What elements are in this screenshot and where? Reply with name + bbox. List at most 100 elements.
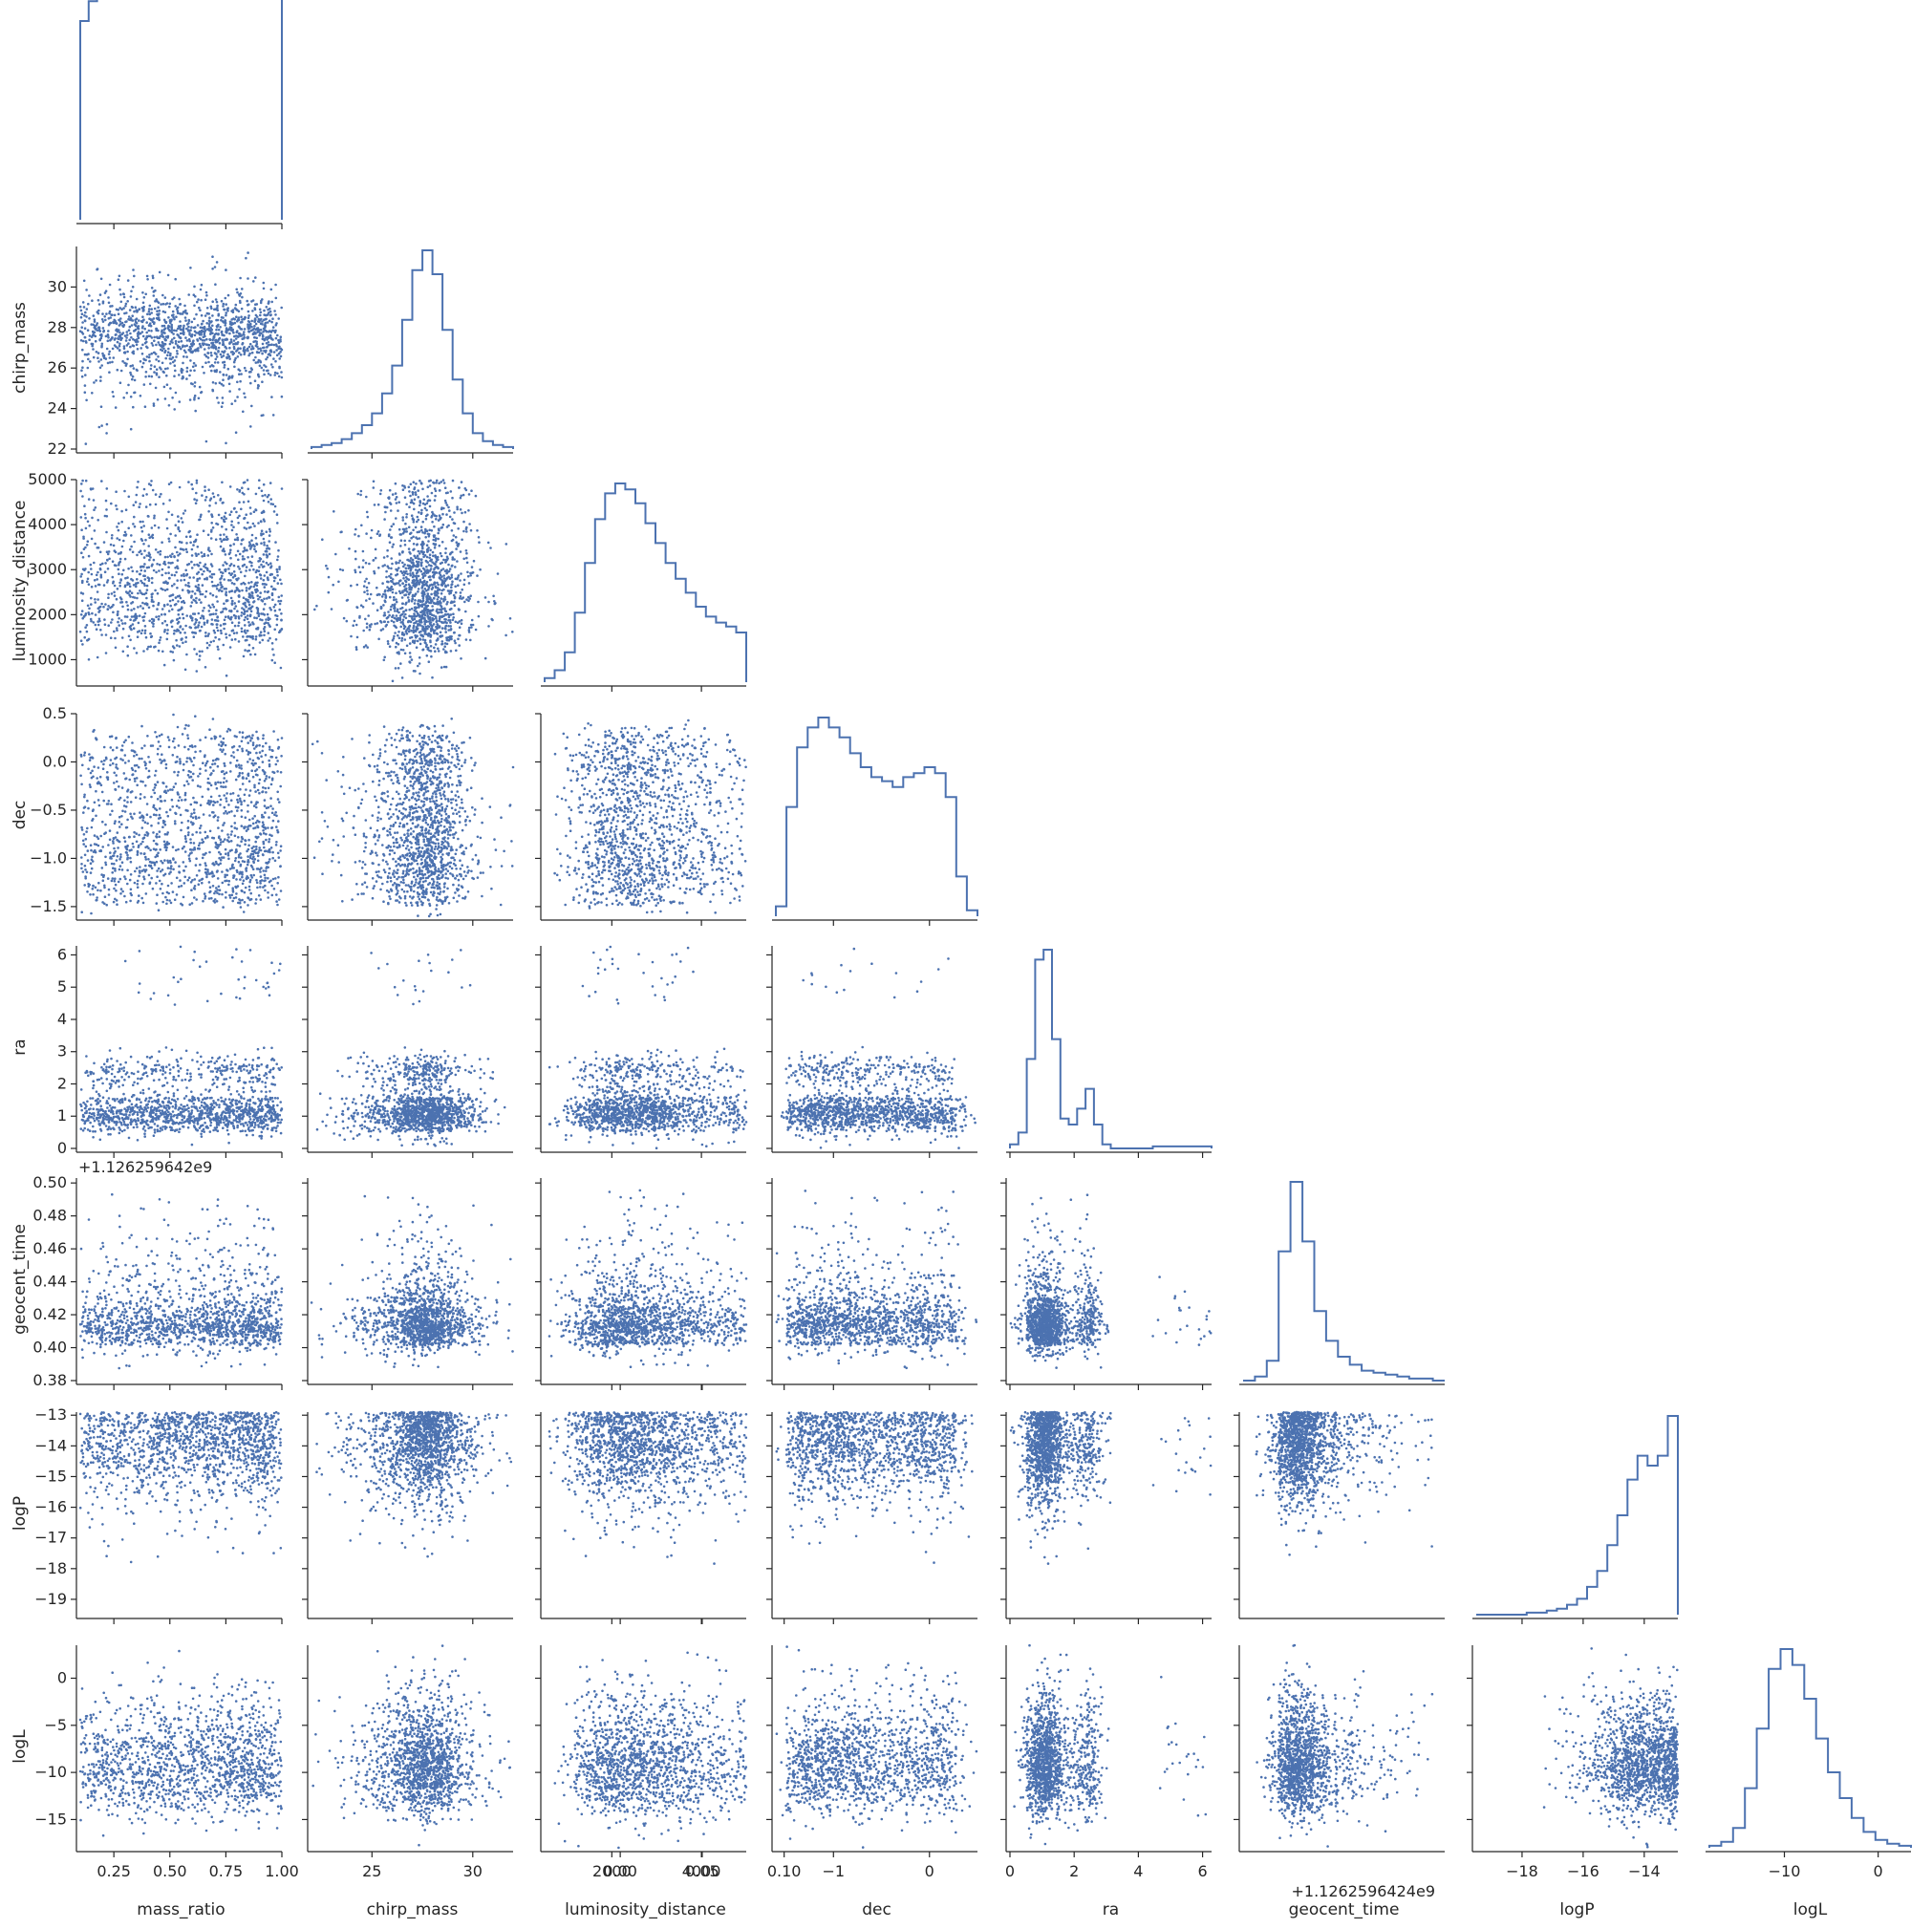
scatter-point xyxy=(184,584,187,587)
scatter-point xyxy=(84,327,87,330)
scatter-point xyxy=(211,581,214,584)
scatter-point xyxy=(114,594,117,597)
scatter-point xyxy=(171,338,174,341)
scatter-point xyxy=(133,541,136,544)
scatter-point xyxy=(280,612,283,615)
scatter-point xyxy=(143,575,146,578)
y-tick-label: 22 xyxy=(48,439,67,458)
scatter-point xyxy=(133,627,136,630)
scatter-point xyxy=(144,337,147,340)
scatter-point xyxy=(156,368,159,371)
scatter-point xyxy=(268,331,270,333)
scatter-point xyxy=(158,375,161,378)
scatter-point xyxy=(229,646,232,649)
scatter-point xyxy=(207,347,210,350)
scatter-point xyxy=(246,587,248,589)
panel-mass-ratio-vs-mass-ratio xyxy=(76,0,282,229)
scatter-point xyxy=(178,325,181,328)
scatter-point xyxy=(110,544,113,547)
scatter-point xyxy=(270,396,273,398)
scatter-point xyxy=(196,572,199,575)
scatter-point xyxy=(255,590,258,593)
scatter-point xyxy=(110,503,113,505)
scatter-point xyxy=(187,326,190,329)
scatter-point xyxy=(118,275,121,278)
scatter-point xyxy=(142,525,145,527)
scatter-point xyxy=(215,319,218,322)
scatter-point xyxy=(97,620,99,623)
scatter-point xyxy=(176,579,179,582)
scatter-point xyxy=(144,603,147,606)
scatter-point xyxy=(166,556,169,559)
scatter-point xyxy=(263,364,266,367)
scatter-point xyxy=(180,329,182,332)
scatter-point xyxy=(139,589,141,592)
scatter-point xyxy=(81,495,84,498)
scatter-point xyxy=(80,310,83,312)
scatter-point xyxy=(140,347,142,350)
scatter-point xyxy=(107,624,110,627)
scatter-point xyxy=(272,357,275,360)
scatter-point xyxy=(270,503,273,505)
scatter-point xyxy=(137,635,140,638)
scatter-point xyxy=(236,610,239,612)
scatter-point xyxy=(225,588,227,590)
scatter-point xyxy=(211,268,214,270)
scatter-point xyxy=(244,619,247,622)
scatter-point xyxy=(145,493,148,496)
scatter-point xyxy=(160,636,162,639)
scatter-point xyxy=(132,286,135,289)
scatter-point xyxy=(179,626,182,629)
scatter-point xyxy=(99,564,102,567)
scatter-point xyxy=(185,345,188,348)
scatter-point xyxy=(167,327,170,330)
scatter-point xyxy=(231,376,234,379)
scatter-point xyxy=(235,533,238,536)
scatter-point xyxy=(261,298,264,301)
scatter-point xyxy=(250,581,253,584)
scatter-point xyxy=(228,347,231,350)
scatter-point xyxy=(127,591,130,594)
scatter-point xyxy=(241,296,244,299)
scatter-point xyxy=(253,510,256,513)
scatter-point xyxy=(80,316,83,319)
scatter-point xyxy=(274,541,277,544)
scatter-point xyxy=(126,615,129,618)
scatter-point xyxy=(118,349,121,352)
scatter-point xyxy=(145,341,148,344)
scatter-point xyxy=(117,613,119,616)
scatter-point xyxy=(117,621,119,624)
scatter-point xyxy=(186,370,189,373)
scatter-point xyxy=(167,325,170,328)
scatter-point xyxy=(256,352,259,354)
scatter-point xyxy=(260,350,263,353)
scatter-point xyxy=(96,574,98,577)
scatter-point xyxy=(84,391,87,394)
scatter-point xyxy=(194,295,197,298)
scatter-point xyxy=(239,553,242,556)
scatter-point xyxy=(134,525,137,528)
scatter-point xyxy=(280,600,283,603)
scatter-point xyxy=(223,628,225,631)
scatter-point xyxy=(175,355,178,358)
scatter-point xyxy=(276,559,279,562)
scatter-point xyxy=(133,647,136,650)
scatter-point xyxy=(205,355,208,358)
scatter-point xyxy=(273,351,276,354)
scatter-point xyxy=(190,596,193,599)
scatter-point xyxy=(216,397,219,399)
scatter-point xyxy=(184,319,187,322)
scatter-point xyxy=(186,367,189,370)
scatter-point xyxy=(267,321,269,324)
scatter-point xyxy=(204,339,206,342)
scatter-point xyxy=(108,312,111,315)
scatter-point xyxy=(153,559,156,562)
scatter-point xyxy=(251,310,254,312)
scatter-point xyxy=(273,510,276,513)
scatter-point xyxy=(250,320,253,323)
scatter-point xyxy=(257,348,260,351)
scatter-point xyxy=(249,506,252,509)
scatter-point xyxy=(166,629,169,632)
scatter-point xyxy=(206,352,209,354)
scatter-point xyxy=(142,302,145,305)
